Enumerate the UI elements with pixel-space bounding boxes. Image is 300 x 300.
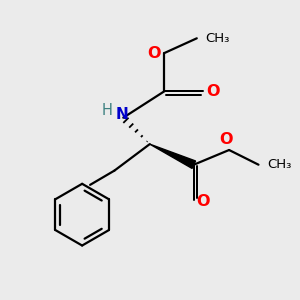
Text: CH₃: CH₃ xyxy=(267,158,292,171)
Text: O: O xyxy=(206,84,220,99)
Text: O: O xyxy=(196,194,209,209)
Text: O: O xyxy=(147,46,161,61)
Text: H: H xyxy=(102,103,112,118)
Text: CH₃: CH₃ xyxy=(206,32,230,45)
Polygon shape xyxy=(150,144,196,168)
Text: O: O xyxy=(219,132,233,147)
Text: N: N xyxy=(116,107,128,122)
